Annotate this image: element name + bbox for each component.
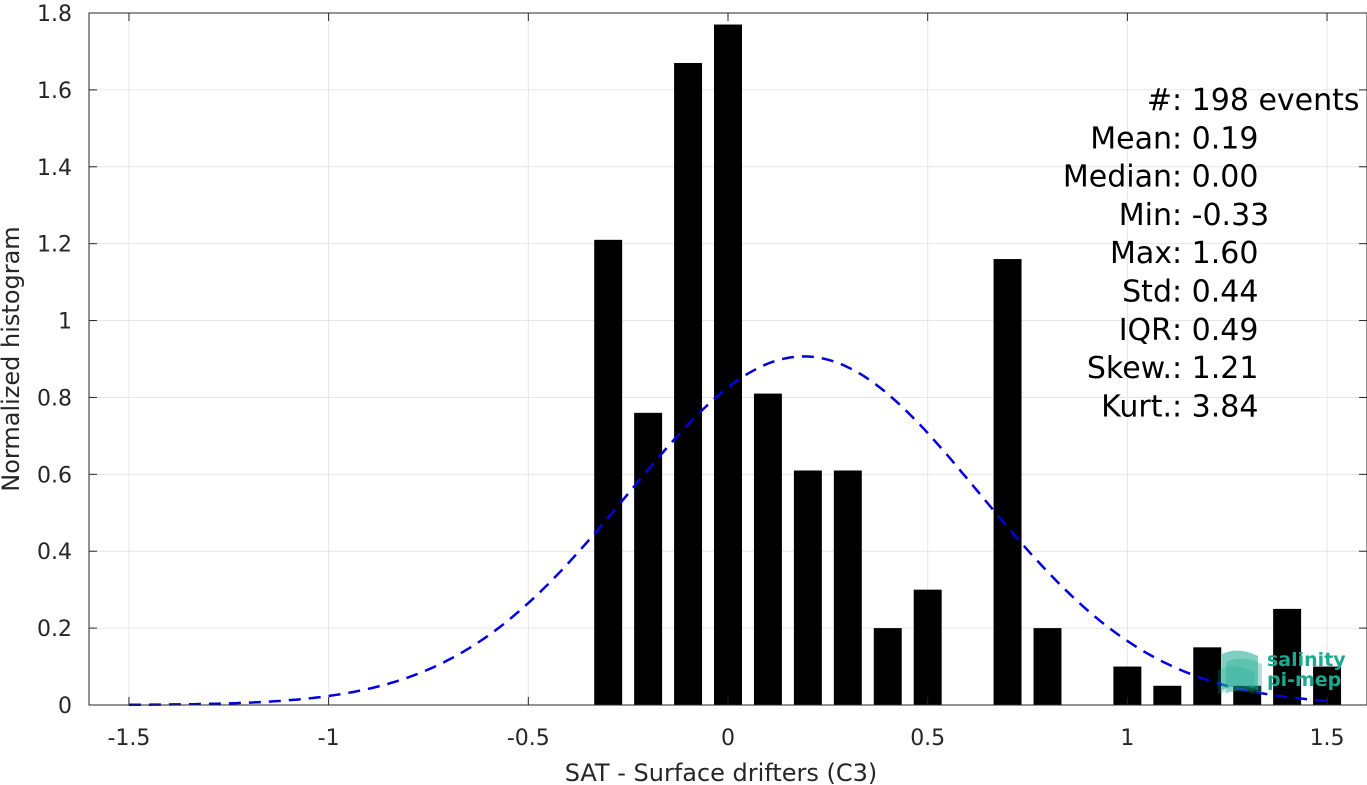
x-tick-label: 0.5 (910, 726, 945, 751)
stat-value: : -0.33 (1172, 198, 1269, 233)
stat-label: Kurt. (1101, 389, 1172, 424)
histogram-bar (1153, 685, 1182, 705)
logo-line2: pi-mep (1267, 669, 1341, 691)
histogram-bar (674, 62, 703, 705)
histogram-bar (1033, 628, 1062, 705)
wave-logo-icon (1218, 650, 1262, 694)
stat-value: : 1.21 (1172, 351, 1258, 386)
y-tick-label: 1.4 (37, 156, 72, 181)
y-tick-label: 0.4 (37, 540, 72, 565)
histogram-bar (793, 470, 822, 705)
stat-label: Std (1122, 275, 1172, 310)
histogram-bar (833, 470, 862, 705)
fit-curve-group (128, 355, 1328, 707)
y-axis-label: Normalized histogram (0, 226, 25, 491)
x-tick-label: 0 (721, 726, 735, 751)
x-tick-label: 1.5 (1310, 726, 1345, 751)
histogram-bar (873, 628, 902, 705)
y-tick-label: 0.6 (37, 463, 72, 488)
histogram-bar (753, 393, 782, 705)
stat-label: Min (1119, 198, 1172, 233)
x-tick-label: -1 (318, 726, 340, 751)
stat-value: : 1.60 (1172, 236, 1258, 271)
histogram-bar (634, 412, 663, 705)
histogram-bar (913, 589, 942, 705)
y-tick-label: 0.2 (37, 617, 72, 642)
stat-value: : 0.19 (1172, 121, 1258, 156)
stat-value: : 198 events (1172, 83, 1360, 118)
histogram-bar (993, 259, 1022, 705)
y-tick-label: 1.6 (37, 79, 72, 104)
histogram-bar (1273, 608, 1302, 705)
histogram-bars (594, 24, 1342, 706)
x-axis-ticks: -1.5 -1 -0.5 0 0.5 1 1.5 (107, 13, 1345, 751)
y-axis-ticks: 0 0.2 0.4 0.6 0.8 1 1.2 1.4 1.6 1.8 (37, 2, 1367, 719)
y-tick-label: 0 (58, 694, 72, 719)
logo-line1: salinity (1267, 649, 1346, 671)
stat-label: Max (1110, 236, 1172, 271)
stat-value: : 0.00 (1172, 160, 1258, 195)
stat-value: : 0.49 (1172, 313, 1258, 348)
x-tick-label: 1 (1120, 726, 1134, 751)
x-axis-label: SAT - Surface drifters (C3) (565, 759, 878, 785)
y-tick-label: 1.2 (37, 233, 72, 258)
y-tick-label: 0.8 (37, 386, 72, 411)
x-tick-label: -0.5 (507, 726, 550, 751)
stat-label: IQR (1119, 313, 1172, 348)
y-tick-label: 1.8 (37, 2, 72, 27)
salinity-pi-mep-logo: salinity pi-mep (1218, 649, 1346, 694)
histogram-bar (1193, 647, 1222, 705)
stat-label: Mean (1090, 121, 1172, 156)
stat-label: # (1147, 83, 1172, 118)
y-tick-label: 1 (58, 310, 72, 335)
stat-value: : 0.44 (1172, 275, 1258, 310)
histogram-bar (1233, 685, 1262, 705)
x-tick-label: -1.5 (107, 726, 150, 751)
histogram-bar (594, 239, 623, 706)
gaussian-fit-curve (128, 355, 1328, 707)
histogram-bar (714, 24, 742, 706)
stat-value: : 3.84 (1172, 389, 1258, 424)
stat-label: Skew. (1087, 351, 1172, 386)
stat-label: Median (1063, 160, 1172, 195)
